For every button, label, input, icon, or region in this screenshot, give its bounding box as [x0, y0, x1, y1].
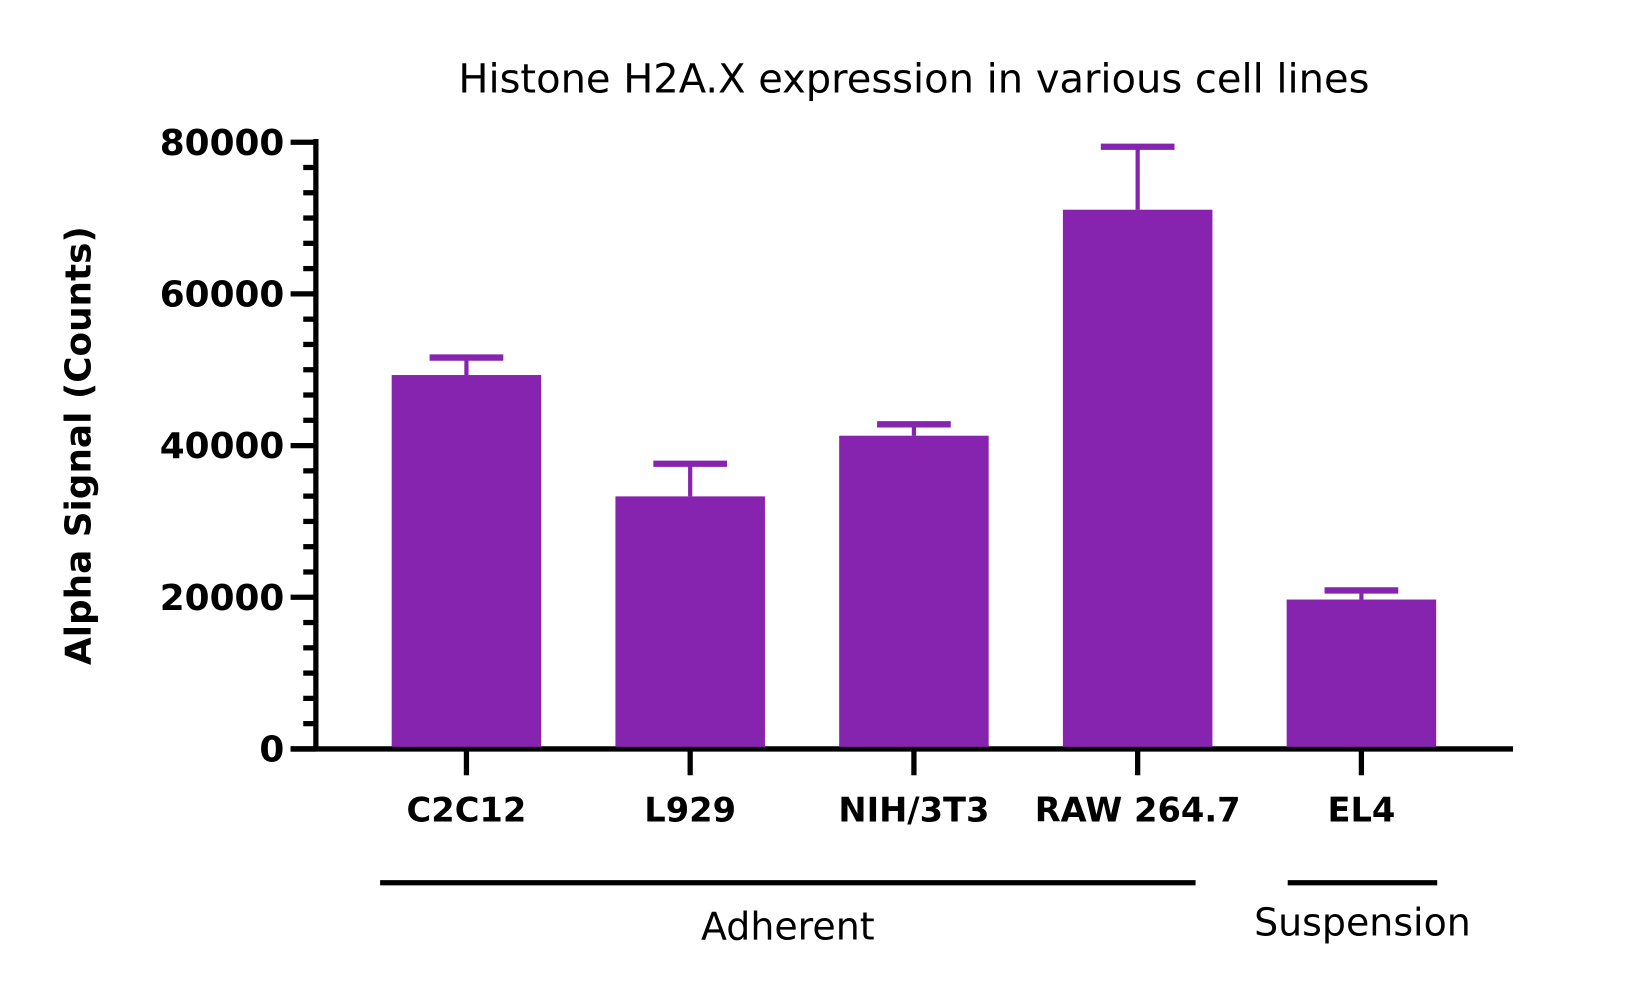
- x-tick-label: EL4: [1327, 791, 1395, 830]
- y-tick-label: 60000: [160, 275, 285, 316]
- y-tick-label: 40000: [160, 426, 285, 467]
- y-axis-label: Alpha Signal (Counts): [59, 226, 100, 665]
- y-tick-label: 0: [259, 730, 284, 771]
- x-tick-label: L929: [644, 791, 736, 830]
- bar: [615, 496, 765, 747]
- x-tick-label: NIH/3T3: [838, 791, 989, 830]
- chart-title: Histone H2A.X expression in various cell…: [458, 57, 1369, 103]
- bar: [391, 375, 542, 747]
- x-tick-label: C2C12: [407, 791, 527, 830]
- group-label: Adherent: [701, 905, 875, 949]
- y-tick-label: 20000: [160, 578, 285, 619]
- y-tick-label: 80000: [160, 123, 285, 164]
- x-tick-label: RAW 264.7: [1035, 791, 1241, 830]
- bar: [1062, 209, 1213, 747]
- bar: [1286, 599, 1437, 747]
- group-label: Suspension: [1254, 900, 1471, 944]
- bar: [839, 435, 989, 747]
